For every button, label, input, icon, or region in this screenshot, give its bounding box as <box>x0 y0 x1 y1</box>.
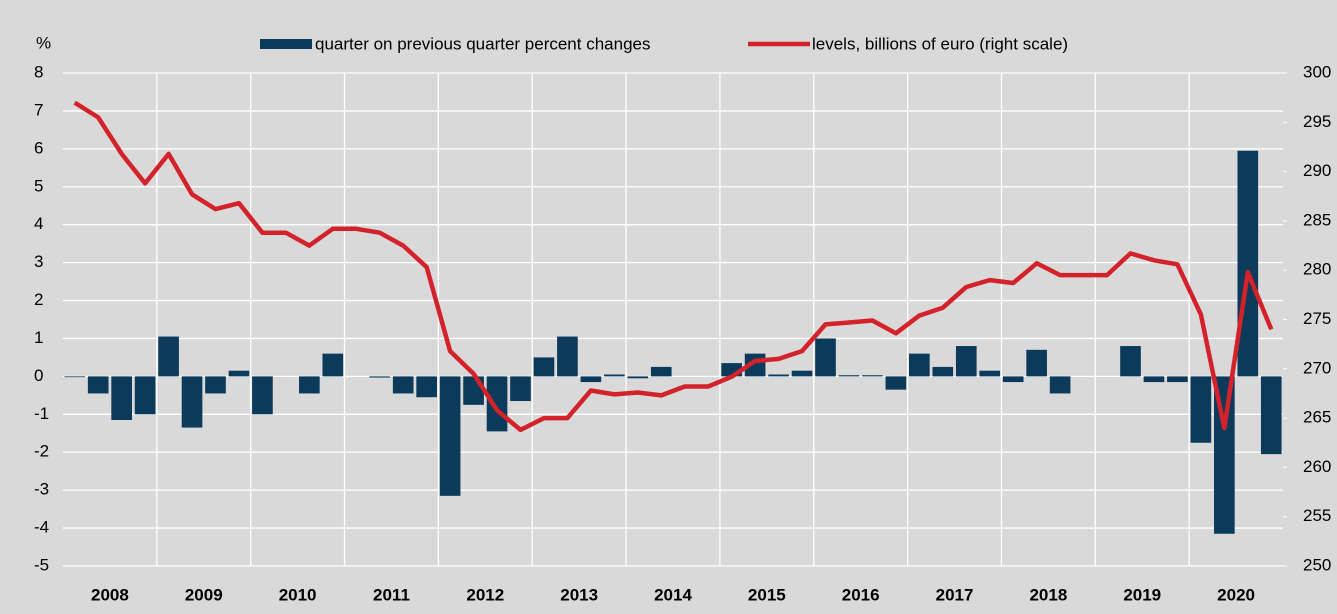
bar <box>627 376 649 379</box>
bar <box>64 376 86 378</box>
x-tick-label: 2013 <box>560 585 598 604</box>
bar <box>604 374 625 377</box>
y-tick-label: 7 <box>34 100 43 119</box>
legend-swatch <box>260 39 312 49</box>
bar <box>205 376 226 394</box>
x-tick-label: 2017 <box>936 585 974 604</box>
bar <box>768 374 789 377</box>
line <box>73 100 1274 433</box>
bar <box>533 357 555 377</box>
y-tick-label: -3 <box>34 480 49 499</box>
bar <box>650 366 672 377</box>
y-tick-label: -2 <box>34 442 49 461</box>
y-tick-label: 1 <box>34 328 43 347</box>
x-tick-label: 2019 <box>1123 585 1161 604</box>
y-tick-label: 2 <box>34 290 43 309</box>
bar <box>580 376 602 383</box>
y-tick-label: -5 <box>34 555 49 574</box>
y2-tick-label: 255 <box>1303 506 1331 525</box>
bar <box>979 370 1001 377</box>
legend-label: quarter on previous quarter percent chan… <box>315 34 650 53</box>
y-tick-label: 3 <box>34 252 43 271</box>
bar <box>299 376 320 394</box>
x-tick-label: 2011 <box>373 585 410 604</box>
bar <box>885 376 907 390</box>
bar <box>1190 376 1212 443</box>
x-tick-label: 2009 <box>185 585 223 604</box>
bar <box>439 376 461 496</box>
x-tick-label: 2018 <box>1029 585 1067 604</box>
x-tick-label: 2008 <box>91 585 129 604</box>
bar <box>1049 376 1071 394</box>
bar <box>252 376 273 415</box>
y2-tick-label: 300 <box>1303 62 1331 81</box>
bar <box>510 376 531 402</box>
y-tick-label: -4 <box>34 518 49 537</box>
bar <box>463 376 484 405</box>
bar <box>322 353 344 377</box>
y2-tick-label: 265 <box>1303 408 1331 427</box>
bar <box>1167 376 1188 383</box>
y-tick-label: 8 <box>34 62 43 81</box>
bar <box>1002 376 1024 383</box>
y2-tick-label: 260 <box>1303 457 1331 476</box>
y-axis-label: % <box>36 33 51 52</box>
bar <box>134 376 156 415</box>
bar <box>181 376 203 428</box>
bar <box>392 376 414 394</box>
y2-tick-label: 275 <box>1303 309 1331 328</box>
bar <box>1260 376 1282 455</box>
x-tick-label: 2020 <box>1217 585 1255 604</box>
bar <box>1026 349 1047 377</box>
bar <box>486 376 508 432</box>
bar <box>416 376 437 398</box>
bar <box>1143 376 1165 383</box>
bar <box>955 346 977 377</box>
x-tick-label: 2014 <box>654 585 692 604</box>
bar <box>1120 346 1141 377</box>
x-tick-label: 2010 <box>279 585 317 604</box>
y-tick-label: -1 <box>34 404 49 423</box>
bar <box>557 336 578 377</box>
y-tick-label: 4 <box>34 214 43 233</box>
bar <box>228 370 250 377</box>
y2-tick-label: 295 <box>1303 112 1331 131</box>
y2-tick-label: 280 <box>1303 260 1331 279</box>
bar <box>1214 376 1235 534</box>
bar <box>158 336 179 377</box>
x-tick-label: 2012 <box>466 585 504 604</box>
bar <box>909 353 930 377</box>
x-tick-label: 2015 <box>748 585 786 604</box>
y2-tick-label: 270 <box>1303 358 1331 377</box>
y2-tick-label: 250 <box>1303 555 1331 574</box>
bar <box>87 376 109 394</box>
bar <box>838 375 860 377</box>
y-tick-label: 5 <box>34 176 43 195</box>
y2-tick-label: 285 <box>1303 210 1331 229</box>
bar <box>791 370 813 377</box>
y-tick-label: 0 <box>34 366 43 385</box>
bar <box>369 376 391 378</box>
bar <box>815 338 836 377</box>
bar <box>111 376 132 420</box>
legend-label: levels, billions of euro (right scale) <box>812 34 1068 53</box>
bar <box>1237 150 1259 377</box>
y2-tick-label: 290 <box>1303 161 1331 180</box>
bar <box>932 366 954 377</box>
y-tick-label: 6 <box>34 138 43 157</box>
x-tick-label: 2016 <box>842 585 880 604</box>
bar <box>862 375 883 377</box>
